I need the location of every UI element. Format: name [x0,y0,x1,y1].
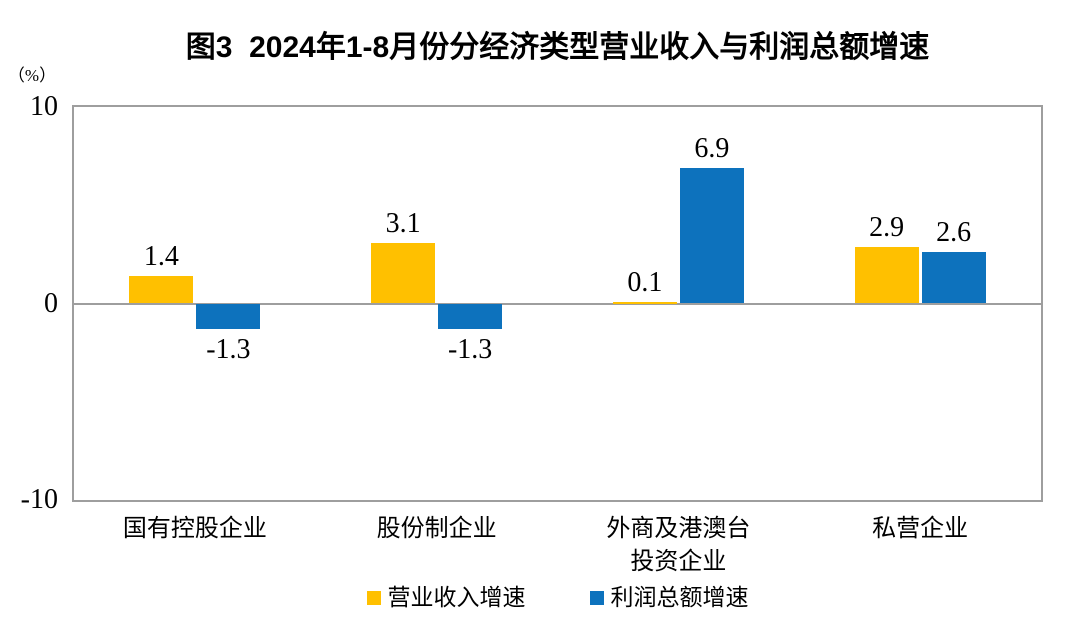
chart-title: 图3 2024年1-8月份分经济类型营业收入与利润总额增速 [185,31,930,64]
bar-revenue-growth [371,242,436,304]
x-category-label: 外商及港澳台 投资企业 [606,516,751,575]
x-category-label: 私营企业 [872,516,969,542]
bar-value-label: -1.3 [206,334,251,366]
bar-profit-growth [438,303,503,330]
bar-value-label: 0.1 [627,266,663,298]
y-tick-label: 0 [44,287,58,319]
legend-item-profit-growth: 利润总额增速 [589,585,749,611]
legend-label-profit-growth: 利润总额增速 [610,585,749,610]
legend-item-revenue-growth: 营业收入增速 [366,585,526,611]
bar-profit-growth [196,303,261,330]
bar-value-label: 6.9 [694,132,730,164]
bar-revenue-growth [129,275,194,304]
y-tick-label: -10 [20,484,58,515]
bar-value-label: 2.9 [869,211,905,243]
bar-profit-growth [679,167,744,304]
legend-swatch-revenue-growth [366,591,381,605]
bar-value-label: -1.3 [447,334,493,366]
x-category-label: 股份制企业 [376,516,497,542]
bar-value-label: 2.6 [936,217,972,249]
bar-revenue-growth [612,301,677,304]
bar-value-label: 1.4 [143,240,179,272]
legend: 营业收入增速 利润总额增速 [72,585,1043,611]
bar-value-label: 3.1 [385,207,421,239]
y-tick-label: 10 [30,91,58,122]
y-axis-unit-label: （%） [7,66,57,85]
bar-profit-growth [921,252,986,304]
zero-gridline [74,302,1041,305]
x-category-label: 国有控股企业 [122,516,267,542]
legend-label-revenue-growth: 营业收入增速 [387,585,526,610]
legend-swatch-profit-growth [589,591,604,605]
bar-revenue-growth [854,246,919,304]
